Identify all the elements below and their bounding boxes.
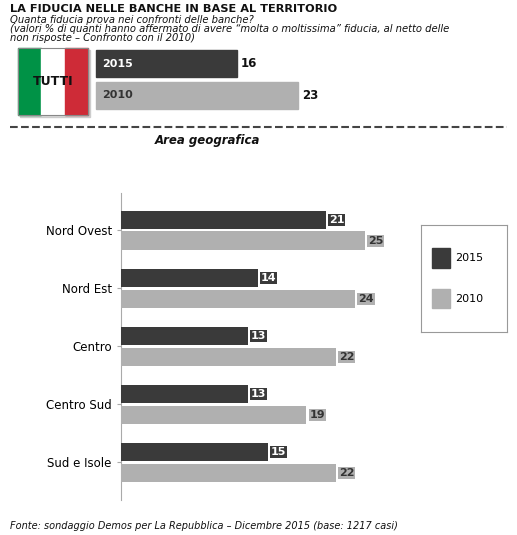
Text: (valori % di quanti hanno affermato di avere “molta o moltissima” fiducia, al ne: (valori % di quanti hanno affermato di a… — [10, 24, 450, 34]
Text: 15: 15 — [270, 447, 286, 457]
Text: Fonte: sondaggio Demos per La Repubblica – Dicembre 2015 (base: 1217 casi): Fonte: sondaggio Demos per La Repubblica… — [10, 521, 398, 531]
Bar — [41, 48, 65, 114]
Text: 19: 19 — [309, 410, 325, 420]
Bar — [432, 289, 450, 308]
Bar — [20, 50, 90, 117]
Bar — [121, 406, 307, 424]
Text: 2015: 2015 — [455, 253, 483, 263]
Bar — [96, 50, 237, 78]
Bar — [121, 348, 336, 366]
Text: Area geografica: Area geografica — [155, 134, 261, 147]
Bar — [96, 82, 298, 109]
Bar — [18, 48, 41, 114]
Text: non risposte – Confronto con il 2010): non risposte – Confronto con il 2010) — [10, 33, 195, 43]
Text: 13: 13 — [251, 389, 266, 399]
Text: 16: 16 — [241, 57, 257, 71]
Text: 14: 14 — [261, 273, 277, 283]
Bar — [121, 464, 336, 482]
Text: LA FIDUCIA NELLE BANCHE IN BASE AL TERRITORIO: LA FIDUCIA NELLE BANCHE IN BASE AL TERRI… — [10, 4, 338, 14]
Text: 13: 13 — [251, 331, 266, 341]
Text: Quanta fiducia prova nei confronti delle banche?: Quanta fiducia prova nei confronti delle… — [10, 15, 254, 25]
Bar — [121, 232, 365, 250]
Text: TUTTI: TUTTI — [33, 75, 73, 88]
Bar — [432, 248, 450, 268]
Bar — [121, 269, 258, 287]
Text: 2015: 2015 — [102, 59, 133, 69]
Bar — [65, 48, 88, 114]
Text: 22: 22 — [339, 352, 354, 362]
Bar — [121, 385, 248, 403]
Text: 25: 25 — [368, 236, 383, 246]
Text: 24: 24 — [358, 294, 374, 304]
Bar — [121, 443, 268, 461]
Bar — [121, 211, 326, 229]
Bar — [121, 327, 248, 345]
Text: 21: 21 — [329, 215, 344, 225]
Text: 2010: 2010 — [102, 90, 133, 100]
Text: 23: 23 — [302, 89, 318, 102]
Bar — [121, 289, 355, 308]
Bar — [18, 48, 88, 114]
Text: 2010: 2010 — [455, 294, 483, 303]
Text: 22: 22 — [339, 468, 354, 478]
